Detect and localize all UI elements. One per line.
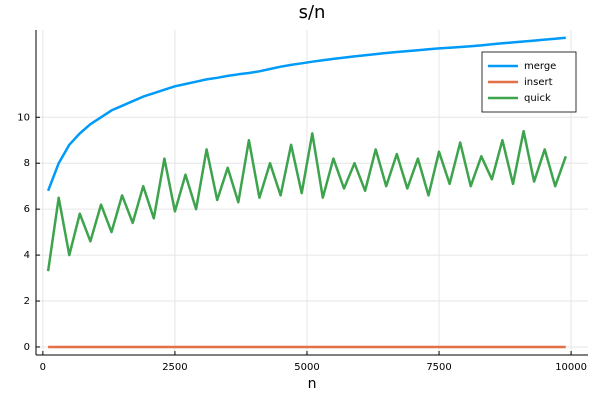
x-tick-label: 7500 — [426, 362, 451, 373]
y-tick-label: 8 — [24, 158, 30, 169]
legend-label: insert — [524, 77, 553, 88]
chart-title: s/n — [299, 2, 326, 23]
y-tick-label: 2 — [24, 296, 30, 307]
x-tick-label: 0 — [40, 362, 46, 373]
legend-label: quick — [524, 93, 551, 104]
x-tick-label: 2500 — [162, 362, 187, 373]
y-tick-label: 4 — [24, 250, 30, 261]
legend-label: merge — [524, 61, 556, 72]
series-line — [46, 129, 567, 272]
y-tick-label: 10 — [17, 112, 30, 123]
legend: merge insert quick — [481, 51, 577, 113]
series-line — [46, 36, 566, 192]
x-axis-label: n — [308, 376, 317, 392]
y-tick-label: 6 — [24, 204, 30, 215]
y-tick-label: 0 — [24, 342, 30, 353]
x-tick-label: 10000 — [555, 362, 587, 373]
x-tick-label: 5000 — [294, 362, 319, 373]
